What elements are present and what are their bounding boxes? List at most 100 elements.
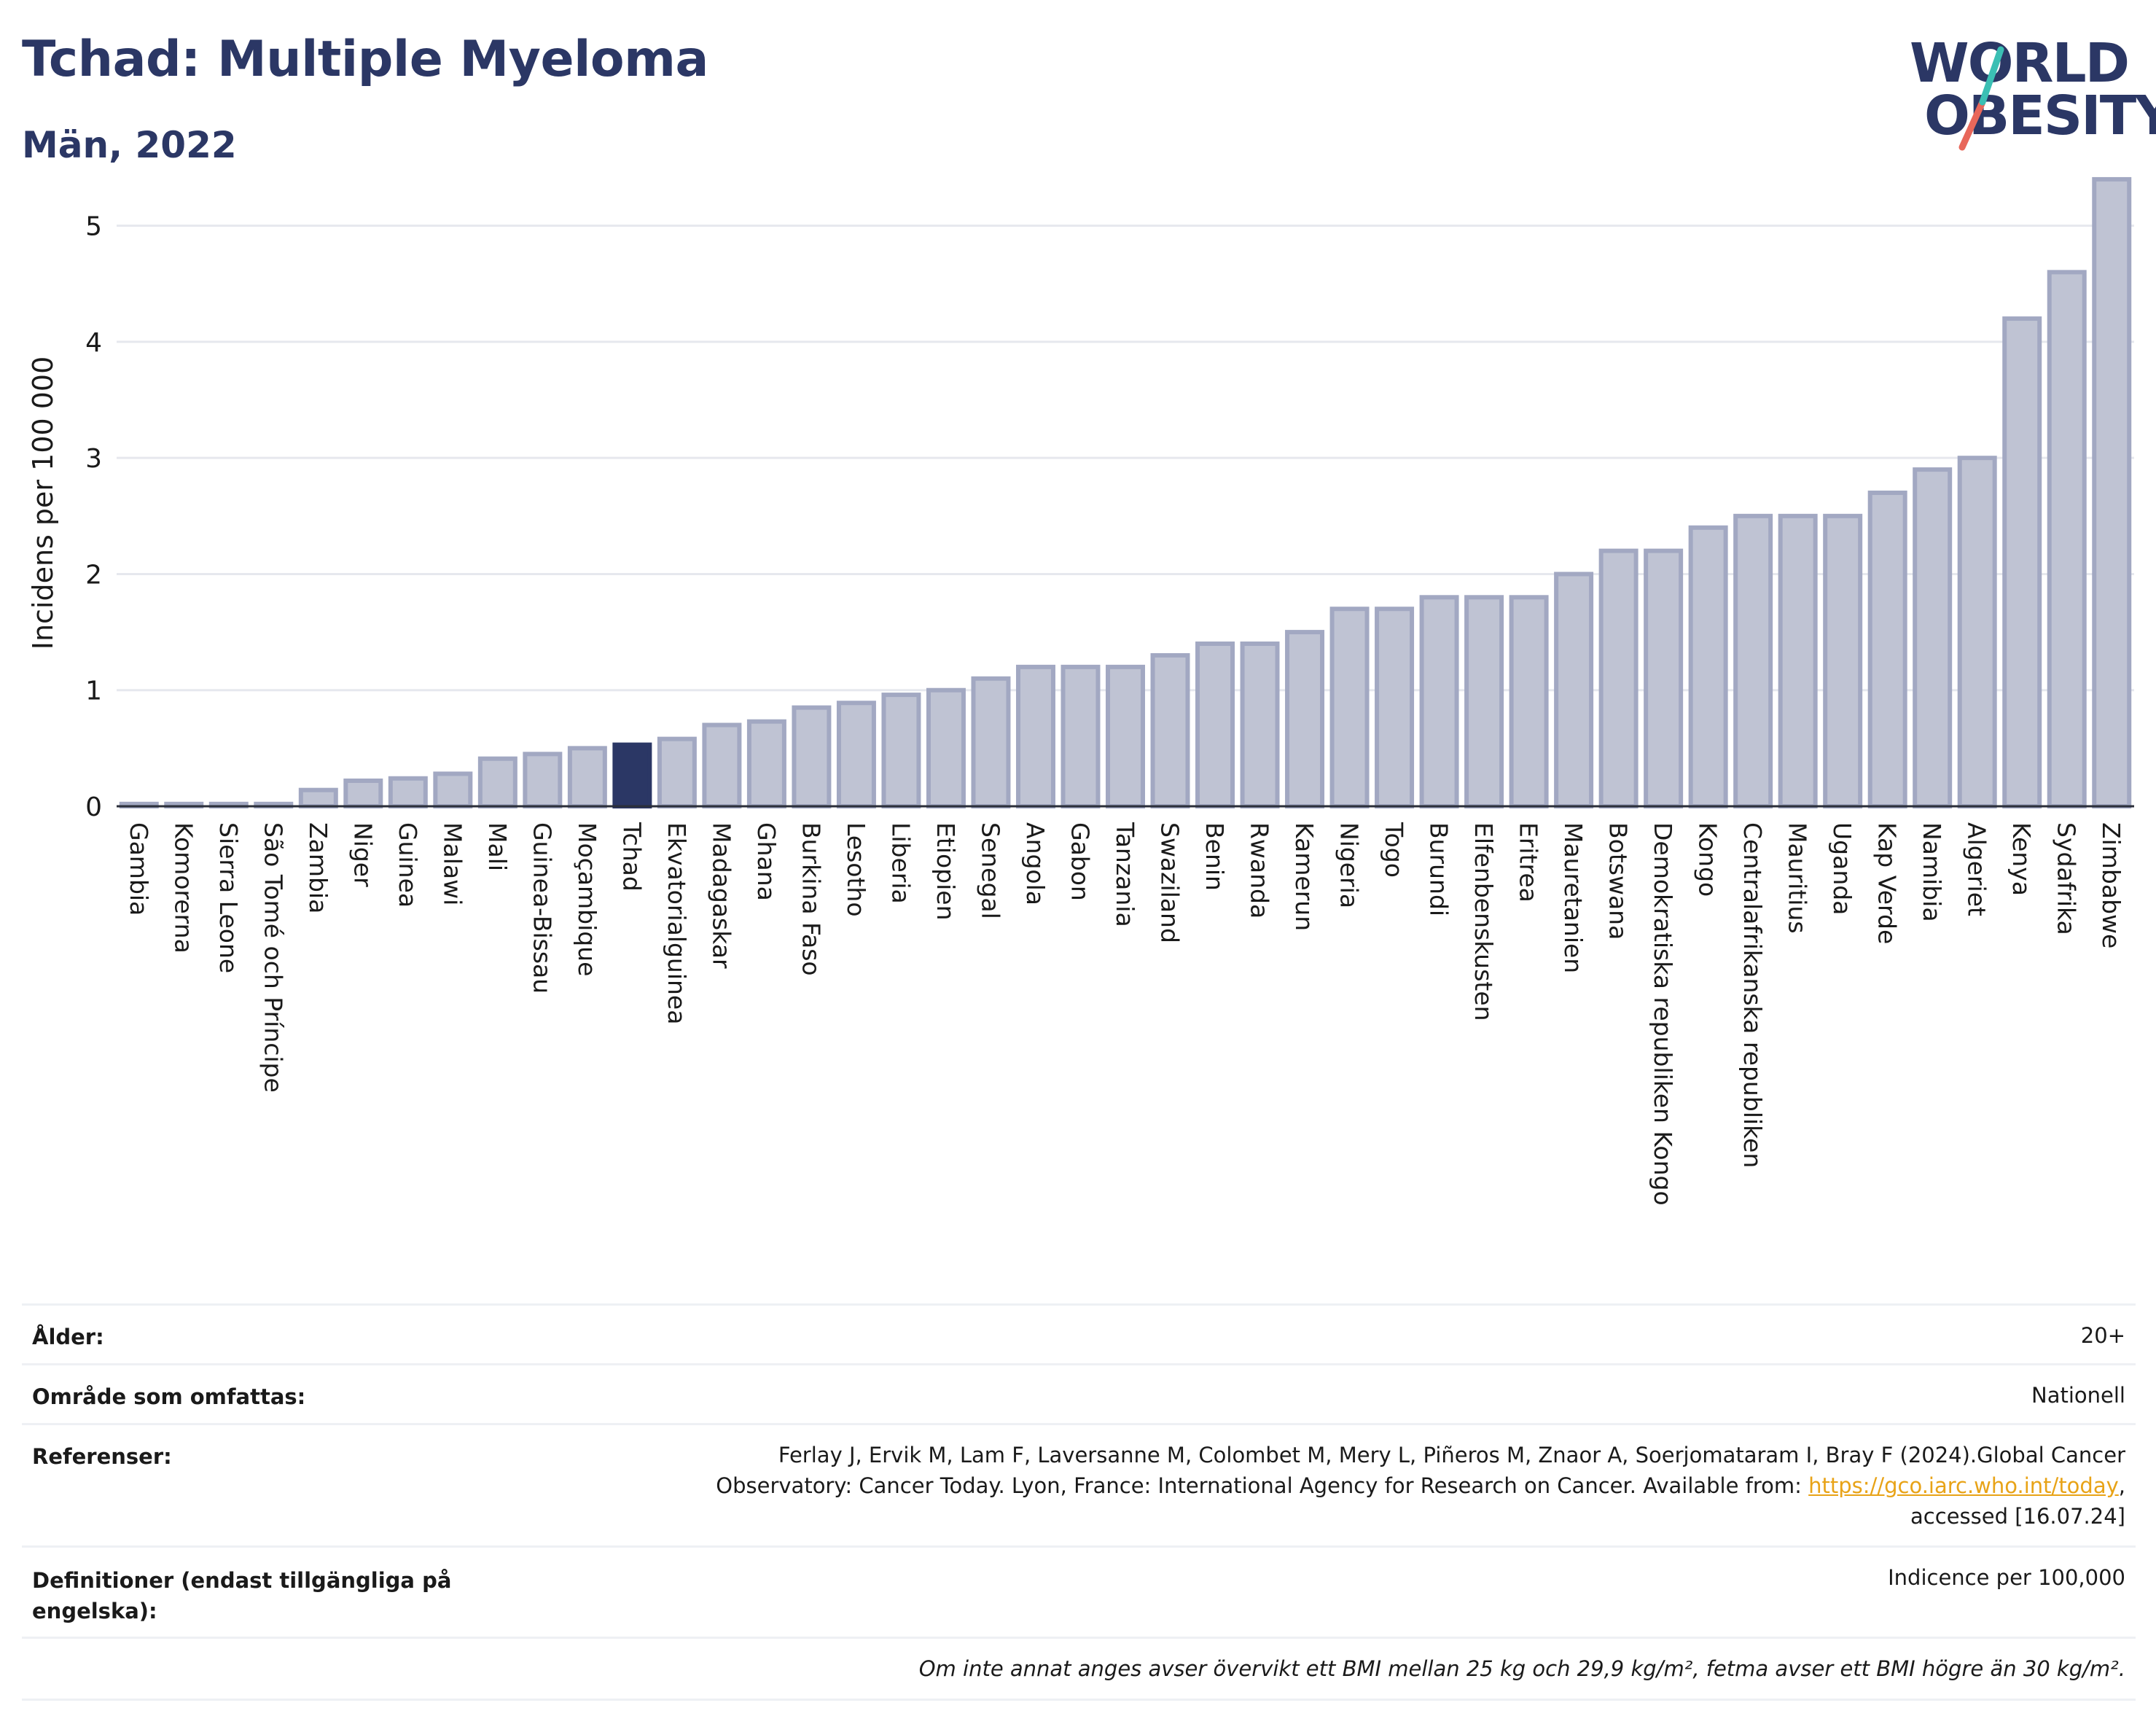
info-value-definitions: Indicence per 100,000 (1888, 1565, 2125, 1590)
logo-word-obesity: OBESITY (1924, 85, 2156, 147)
bar (1195, 642, 1235, 808)
y-tick-label: 0 (85, 792, 102, 822)
x-tick-label: Mauritius (1784, 822, 1812, 934)
info-label-references: Referenser: (32, 1444, 172, 1469)
bar (567, 746, 607, 809)
bar (2092, 176, 2132, 809)
bar (2047, 270, 2087, 808)
info-value-age: 20+ (2080, 1323, 2125, 1348)
info-row-age: Ålder: 20+ (22, 1303, 2136, 1365)
info-label-coverage: Område som omfattas: (32, 1384, 306, 1409)
info-label-age: Ålder: (32, 1325, 104, 1349)
x-tick-label: Sierra Leone (214, 822, 243, 973)
bar (792, 705, 832, 808)
x-tick-label: Zambia (304, 822, 332, 913)
info-row-definitions: Definitioner (endast tillgängliga på eng… (22, 1545, 2136, 1639)
x-tick-label: Tchad (617, 822, 646, 892)
x-tick-label: Mauretanien (1559, 822, 1587, 973)
bar (657, 736, 697, 809)
bar (1015, 664, 1055, 809)
page-title: Tchad: Multiple Myeloma (22, 31, 708, 88)
x-tick-label: Benin (1200, 822, 1229, 891)
x-tick-label: Sydafrika (2053, 822, 2081, 935)
x-tick-label: Ghana (752, 822, 781, 901)
reference-comma: , (2118, 1473, 2125, 1498)
y-axis-ticks: 0 1 2 3 4 5 (85, 212, 102, 822)
x-tick-label: Komorerna (169, 822, 198, 954)
bar (388, 776, 428, 808)
x-tick-label: Guinea (394, 822, 422, 908)
reference-text: Observatory: Cancer Today. Lyon, France:… (716, 1473, 1809, 1498)
bar (1778, 513, 1818, 808)
x-tick-label: Liberia (886, 822, 915, 904)
x-tick-label: Lesotho (842, 822, 870, 917)
bar (523, 752, 563, 808)
x-tick-label: Ekvatorialguinea (663, 822, 691, 1024)
logo-slash-icon (1958, 46, 2004, 151)
bar (1554, 572, 1594, 808)
x-tick-label: Guinea-Bissau (528, 822, 556, 994)
x-tick-label: Algeriet (1963, 822, 1991, 916)
info-row-references: Referenser: Ferlay J, Ervik M, Lam F, La… (22, 1423, 2136, 1548)
x-tick-label: Uganda (1828, 822, 1856, 915)
bar (343, 778, 383, 808)
info-value-references: Ferlay J, Ervik M, Lam F, Laversanne M, … (716, 1440, 2125, 1532)
x-tick-label: Malawi (438, 822, 466, 905)
reference-link[interactable]: https://gco.iarc.who.int/today (1808, 1473, 2119, 1498)
x-tick-label: Swaziland (1156, 822, 1184, 943)
x-tick-label: São Tomé och Príncipe (259, 822, 287, 1093)
x-tick-label: Namibia (1918, 822, 1946, 922)
x-tick-label: Madagaskar (707, 822, 735, 969)
y-tick-label: 2 (85, 560, 102, 590)
bar (1061, 664, 1101, 809)
bmi-note: Om inte annat anges avser övervikt ett B… (918, 1656, 2125, 1681)
x-tick-label: Senegal (976, 822, 1004, 919)
bar (1688, 525, 1728, 809)
y-tick-label: 4 (85, 328, 102, 358)
reference-line-2: Observatory: Cancer Today. Lyon, France:… (716, 1470, 2125, 1501)
x-tick-label: Demokratiska republiken Kongo (1649, 822, 1677, 1206)
x-tick-label: Gambia (125, 822, 153, 916)
reference-line-1: Ferlay J, Ervik M, Lam F, Laversanne M, … (778, 1443, 2125, 1467)
bar (881, 693, 921, 809)
x-axis-ticks: Gambia Komorerna Sierra Leone São Tomé och … (125, 822, 2125, 1206)
bar (1375, 607, 1415, 809)
bar (1733, 513, 1773, 808)
bar (1329, 607, 1370, 809)
x-tick-label: Zimbabwe (2097, 822, 2125, 948)
info-label-definitions: Definitioner (endast tillgängliga på eng… (32, 1568, 452, 1623)
logo-word-world: WORLD (1910, 32, 2130, 95)
x-tick-label: Burkina Faso (797, 822, 825, 976)
info-row-note: Om inte annat anges avser övervikt ett B… (22, 1637, 2136, 1701)
x-tick-label: Kap Verde (1873, 822, 1902, 944)
y-tick-label: 3 (85, 444, 102, 474)
x-tick-label: Botswana (1604, 822, 1633, 940)
bar (1509, 595, 1549, 808)
bar (1913, 467, 1953, 808)
reference-line-3: accessed [16.07.24] (1910, 1504, 2125, 1529)
y-tick-label: 5 (85, 212, 102, 242)
x-tick-label: Elfenbenskusten (1469, 822, 1498, 1021)
x-tick-label: Kongo (1694, 822, 1722, 897)
page-subtitle: Män, 2022 (22, 124, 237, 166)
x-tick-label: Etiopien (931, 822, 960, 920)
bar (2002, 316, 2042, 808)
x-tick-label: Gabon (1066, 822, 1094, 901)
chart-bars (117, 176, 2134, 809)
bar (477, 756, 517, 809)
bar (1150, 652, 1190, 808)
x-tick-label: Moçambique (573, 822, 601, 976)
bar (1598, 548, 1639, 808)
bar-chart: 0 1 2 3 4 5 Gambia Komorerna Sierra Leone São To… (27, 176, 2134, 1206)
bar (1240, 642, 1280, 808)
y-axis-label: Incidens per 100 000 (27, 356, 59, 650)
x-tick-label: Angola (1021, 822, 1050, 905)
x-tick-label: Niger (348, 822, 377, 887)
bar (702, 722, 742, 808)
x-tick-label: Centralafrikanska republiken (1738, 822, 1767, 1168)
bar (298, 787, 338, 808)
y-tick-label: 1 (85, 677, 102, 706)
bar (971, 676, 1011, 808)
bar (1957, 456, 1997, 808)
bar (1464, 595, 1504, 808)
